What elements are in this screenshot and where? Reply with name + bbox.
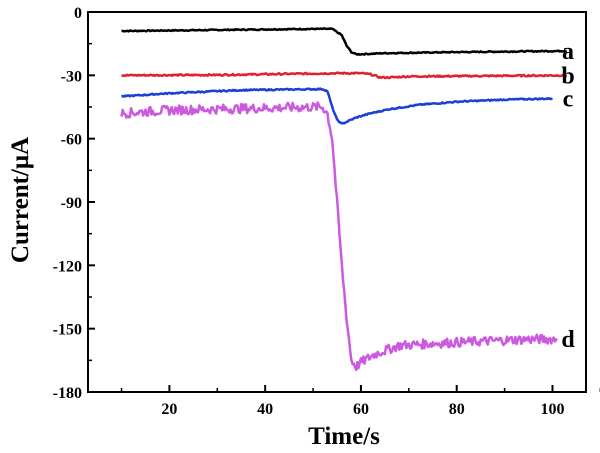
y-tick-label: 0 — [74, 5, 82, 22]
series-a-line — [121, 27, 567, 56]
series-d-line — [120, 101, 558, 372]
series-d-label: d — [561, 327, 575, 353]
x-tick-label: 60 — [353, 401, 369, 418]
y-tick-label: -150 — [53, 322, 82, 339]
y-tick-label: -30 — [61, 68, 82, 85]
x-tick-label: 100 — [540, 401, 564, 418]
axis-ticks: 20 40 60 80 100 0 -30 -60 -90 -120 -150 -180 — [53, 5, 600, 418]
x-tick-label: 40 — [257, 401, 273, 418]
x-tick-label: 80 — [449, 401, 465, 418]
x-tick-label: 20 — [161, 401, 177, 418]
series-b-label: b — [561, 63, 574, 89]
series-c-label: c — [563, 87, 574, 113]
series-labels: abc d — [561, 39, 575, 353]
x-axis-title: Time/s — [308, 423, 380, 450]
y-tick-label: -120 — [53, 258, 82, 275]
y-tick-label: -90 — [61, 195, 82, 212]
y-tick-label: -60 — [61, 132, 82, 149]
y-tick-label: -180 — [53, 385, 82, 402]
plot-area — [120, 27, 568, 372]
series-c-line — [121, 87, 553, 125]
y-axis-title: Current/μA — [7, 137, 34, 263]
series-b-line — [121, 71, 568, 80]
series-a-label: a — [562, 39, 574, 65]
